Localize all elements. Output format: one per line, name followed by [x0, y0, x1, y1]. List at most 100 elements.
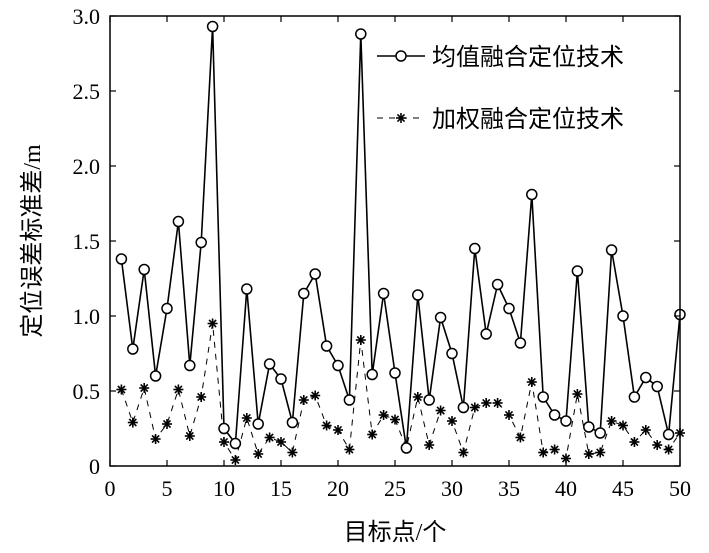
data-point-weighted-fusion-stroke [413, 392, 422, 402]
data-point-mean-fusion [241, 283, 253, 295]
data-point-weighted-fusion-stroke [482, 398, 491, 408]
data-point-mean-fusion [286, 416, 299, 429]
data-point-mean-fusion [138, 263, 150, 276]
data-point-mean-fusion [298, 287, 310, 300]
data-point-weighted-fusion [162, 419, 172, 429]
data-point-mean-fusion [594, 427, 606, 439]
data-point-weighted-fusion-stroke [368, 430, 377, 439]
data-point-mean-fusion [434, 311, 447, 324]
data-point-weighted-fusion-stroke [447, 416, 457, 426]
data-point-weighted-fusion-stroke [470, 403, 479, 412]
data-point-mean-fusion [309, 268, 321, 280]
x-tick-label: 45 [612, 476, 634, 501]
legend: 均值融合定位技术 加权融合定位技术 [377, 44, 624, 133]
data-point-weighted-fusion-stroke [333, 425, 343, 435]
data-point-weighted-fusion [241, 413, 252, 423]
data-point-mean-fusion [184, 359, 196, 372]
x-tick-label: 25 [384, 476, 406, 501]
data-point-mean-fusion [218, 422, 230, 435]
data-point-weighted-fusion-stroke [219, 437, 229, 447]
axis-ticks: 0 5 10 15 20 25 30 35 40 45 50 0 0.5 1.0 1.5 2.0 2.5 3.0 [73, 4, 692, 501]
data-point-weighted-fusion [344, 444, 355, 455]
data-point-weighted-fusion-stroke [208, 319, 217, 328]
legend-asterisk-stroke [396, 113, 406, 123]
y-tick-label: 3.0 [73, 4, 101, 29]
data-point-mean-fusion [195, 236, 207, 249]
data-point-weighted-fusion-stroke [322, 421, 331, 430]
data-point-weighted-fusion-stroke [539, 448, 548, 457]
data-point-weighted-fusion-stroke [390, 415, 400, 424]
data-point-weighted-fusion [572, 389, 583, 399]
y-tick-label: 1.5 [73, 229, 101, 254]
legend-marker-circle [395, 50, 407, 62]
data-point-weighted-fusion-stroke [345, 445, 354, 454]
x-tick-label: 10 [213, 476, 235, 501]
data-point-mean-fusion [389, 367, 401, 379]
series-line-mean-fusion [120, 26, 681, 449]
data-point-weighted-fusion [447, 416, 457, 426]
data-point-weighted-fusion-stroke [653, 440, 662, 450]
data-point-mean-fusion [263, 358, 276, 370]
data-point-mean-fusion [275, 373, 287, 385]
data-point-weighted-fusion [230, 455, 241, 465]
data-point-weighted-fusion-stroke [288, 448, 297, 457]
data-point-mean-fusion [560, 415, 572, 427]
data-point-weighted-fusion-stroke [459, 448, 468, 457]
data-point-weighted-fusion-stroke [162, 419, 172, 429]
data-point-weighted-fusion [264, 432, 275, 443]
data-point-weighted-fusion [595, 447, 606, 458]
data-point-mean-fusion [252, 418, 264, 430]
data-point-weighted-fusion-stroke [596, 448, 605, 457]
y-axis-label: 定位误差标准差/m [19, 144, 46, 338]
data-point-weighted-fusion [253, 449, 264, 459]
data-point-weighted-fusion-stroke [128, 418, 137, 427]
data-point-mean-fusion [377, 287, 390, 300]
data-point-mean-fusion [605, 244, 618, 256]
data-point-mean-fusion [628, 391, 641, 403]
data-point-weighted-fusion [549, 444, 560, 455]
data-point-mean-fusion [115, 253, 128, 265]
data-point-mean-fusion [548, 409, 561, 421]
data-point-weighted-fusion [469, 402, 480, 413]
data-point-mean-fusion [343, 394, 356, 406]
data-point-weighted-fusion [367, 429, 378, 440]
data-point-weighted-fusion [526, 377, 537, 387]
data-point-weighted-fusion [458, 447, 469, 458]
data-point-weighted-fusion [652, 440, 663, 450]
data-point-weighted-fusion-stroke [641, 425, 650, 435]
data-point-weighted-fusion [424, 440, 435, 450]
y-tick-label: 0.5 [73, 379, 101, 404]
data-point-weighted-fusion-stroke [174, 385, 183, 394]
data-point-mean-fusion [503, 302, 515, 315]
data-point-weighted-fusion [390, 414, 400, 425]
data-point-weighted-fusion-stroke [516, 433, 525, 442]
data-point-mean-fusion [161, 302, 173, 315]
data-point-weighted-fusion-stroke [311, 391, 320, 400]
data-point-mean-fusion [446, 347, 458, 360]
data-point-weighted-fusion-stroke [573, 389, 582, 399]
data-point-weighted-fusion-stroke [550, 445, 559, 454]
data-point-weighted-fusion [435, 405, 446, 416]
data-point-weighted-fusion [139, 383, 150, 393]
data-point-weighted-fusion [127, 417, 138, 428]
data-point-weighted-fusion-stroke [436, 406, 445, 415]
data-point-weighted-fusion [116, 384, 127, 395]
legend-marker-asterisk [396, 113, 406, 123]
data-point-mean-fusion [583, 421, 595, 433]
data-point-weighted-fusion [196, 392, 207, 402]
data-point-mean-fusion [526, 188, 538, 201]
data-point-weighted-fusion-stroke [561, 454, 571, 463]
data-point-mean-fusion [491, 278, 504, 291]
data-point-weighted-fusion [207, 318, 218, 329]
data-point-mean-fusion [149, 370, 162, 382]
y-tick-label: 0 [89, 454, 100, 479]
data-point-weighted-fusion [321, 420, 332, 431]
x-axis-label: 目标点/个 [344, 519, 447, 546]
data-point-weighted-fusion [276, 437, 286, 447]
data-point-mean-fusion [423, 394, 435, 406]
data-point-weighted-fusion-stroke [425, 440, 434, 450]
data-point-weighted-fusion [333, 425, 343, 435]
data-point-weighted-fusion [583, 449, 594, 459]
y-tick-label: 2.5 [73, 79, 101, 104]
data-point-weighted-fusion-stroke [299, 395, 308, 405]
